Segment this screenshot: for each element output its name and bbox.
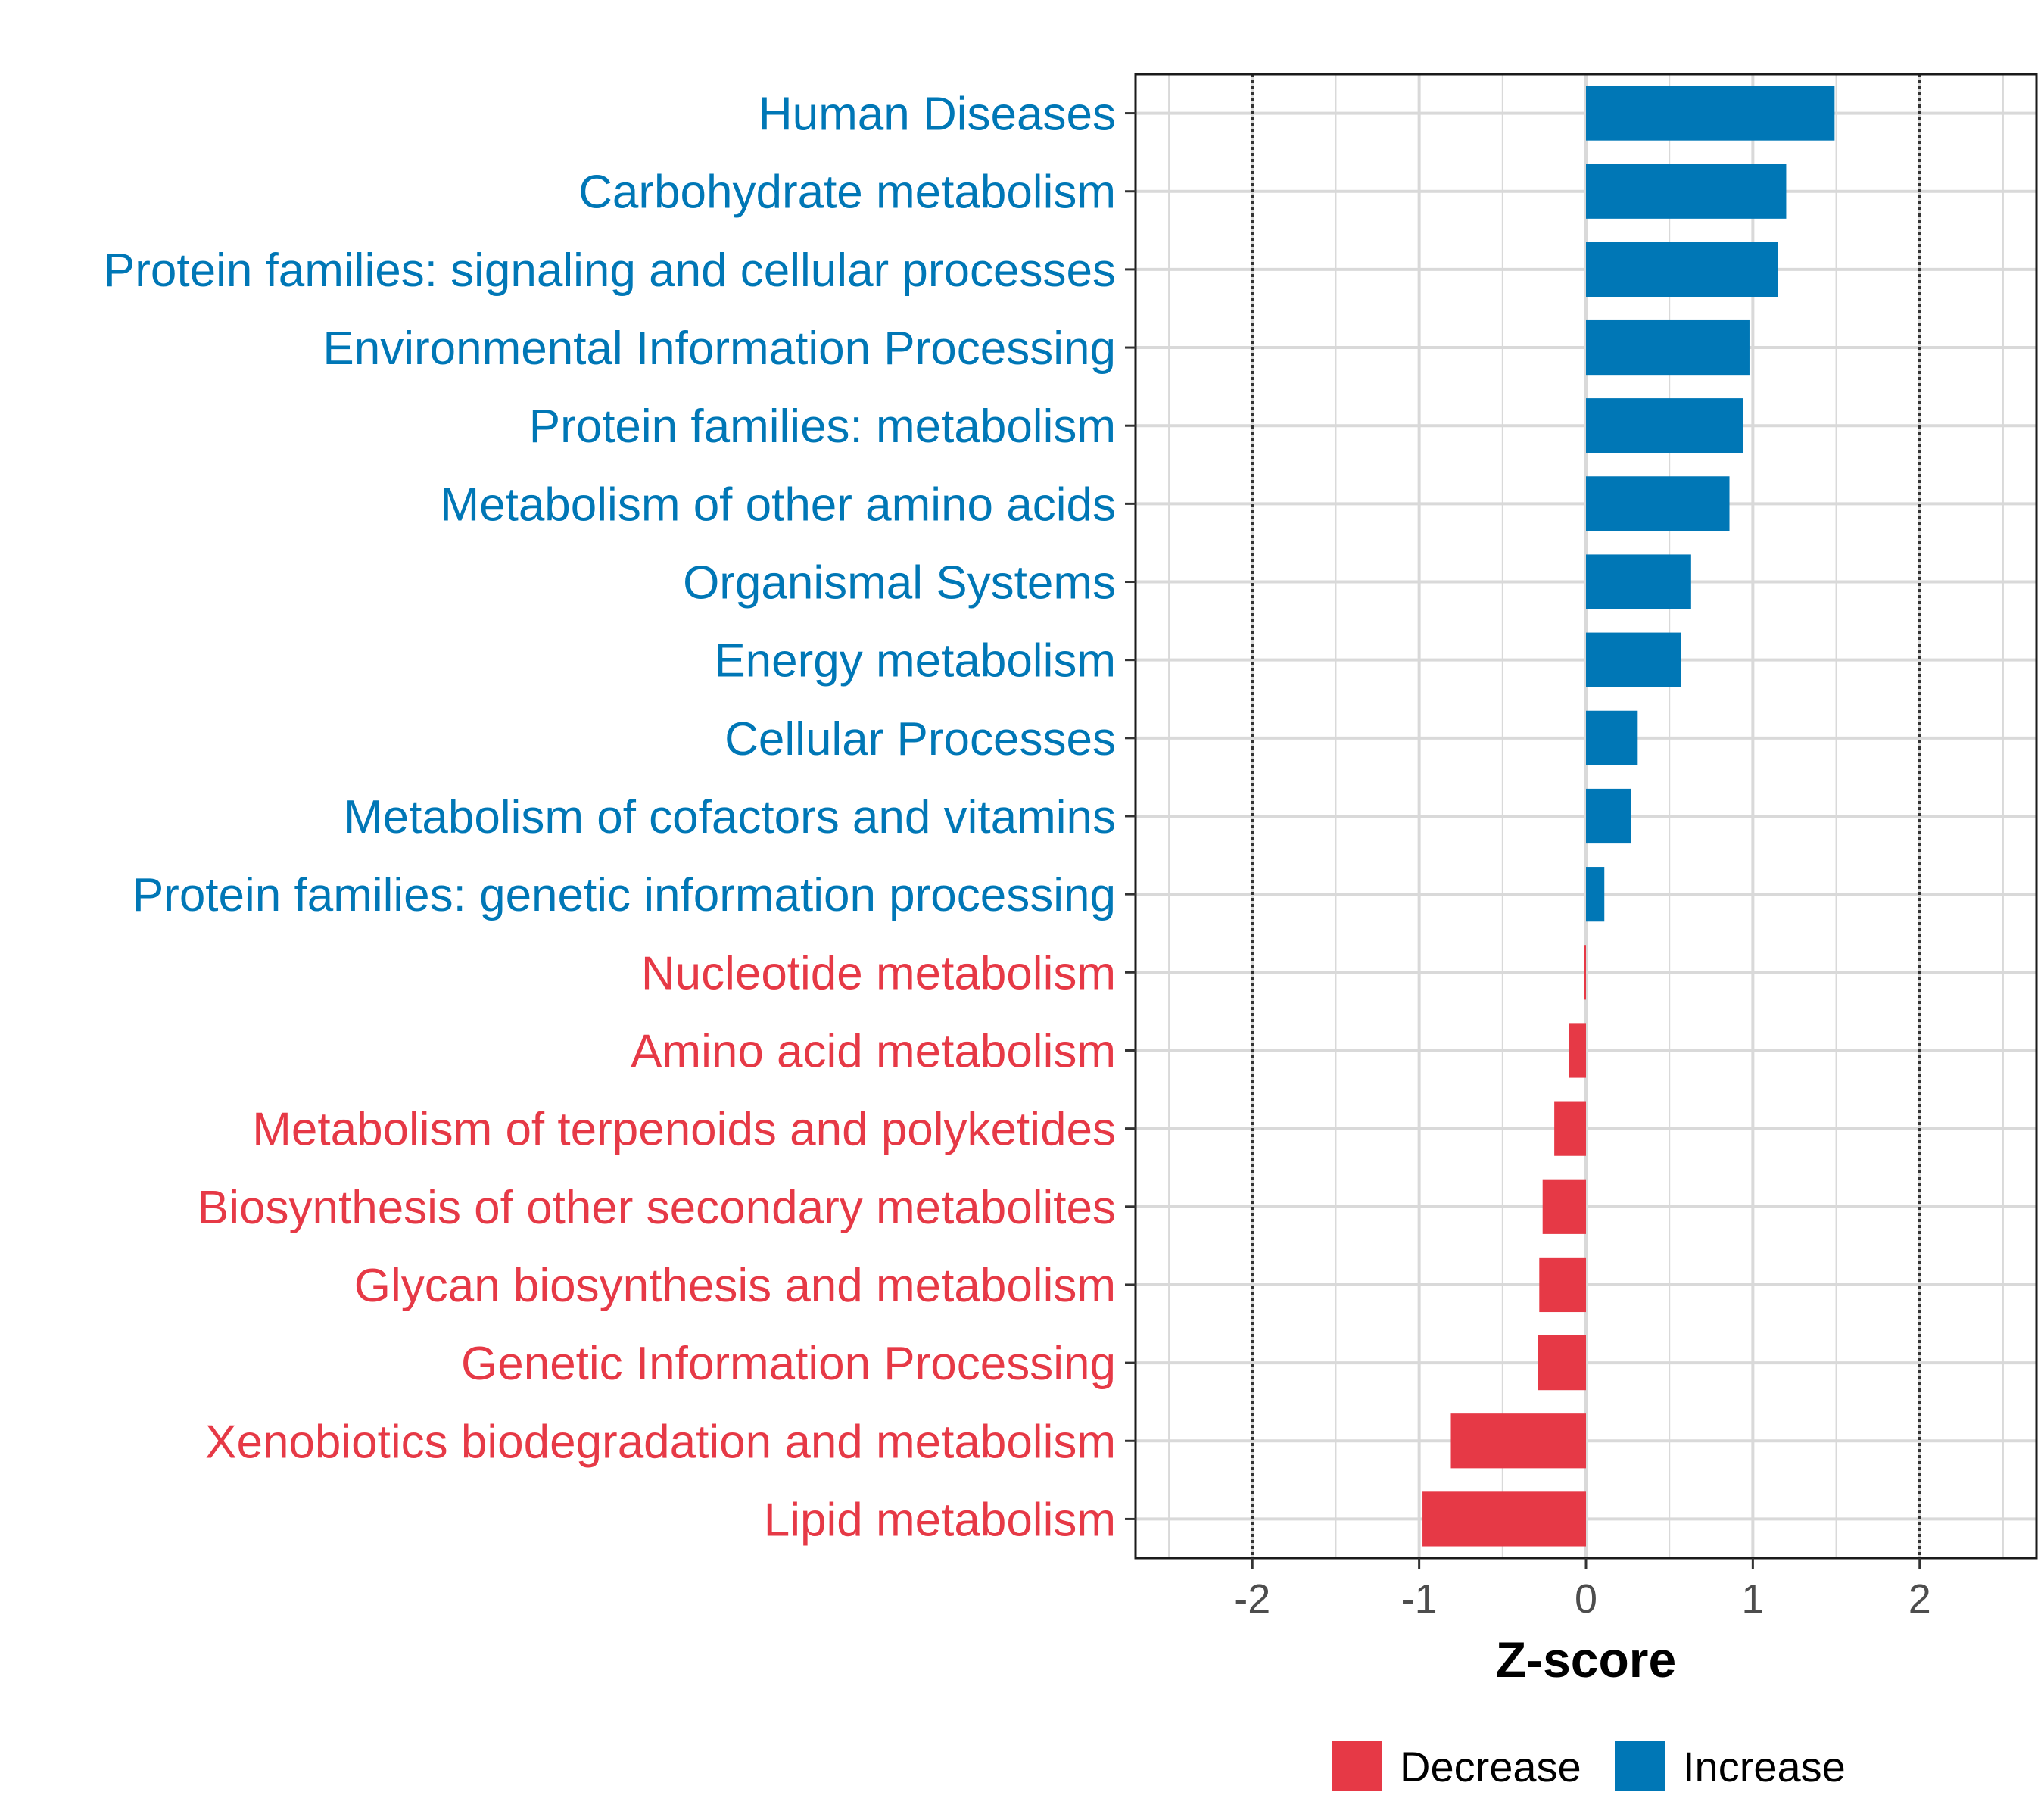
bar-metabolism-of-other-amino-acids: [1586, 476, 1730, 531]
bar-amino-acid-metabolism: [1569, 1023, 1586, 1078]
category-label-energy-metabolism: Energy metabolism: [714, 635, 1116, 687]
bar-lipid-metabolism: [1422, 1491, 1586, 1547]
category-label-xenobiotics-biodegradation-and-metabolism: Xenobiotics biodegradation and metabolis…: [205, 1416, 1116, 1468]
category-label-protein-families-genetic-information-processing: Protein families: genetic information pr…: [132, 869, 1116, 921]
bar-carbohydrate-metabolism: [1586, 164, 1787, 219]
x-axis-title: Z-score: [1496, 1632, 1676, 1688]
category-label-cellular-processes: Cellular Processes: [724, 713, 1116, 765]
bar-glycan-biosynthesis-and-metabolism: [1539, 1257, 1586, 1313]
bar-xenobiotics-biodegradation-and-metabolism: [1450, 1413, 1586, 1469]
category-label-genetic-information-processing: Genetic Information Processing: [461, 1338, 1116, 1390]
bar-protein-families-metabolism: [1586, 398, 1743, 453]
category-label-metabolism-of-terpenoids-and-polyketides: Metabolism of terpenoids and polyketides: [252, 1104, 1116, 1156]
legend-swatch-increase: [1615, 1741, 1665, 1791]
bars: [1422, 86, 1835, 1547]
category-label-metabolism-of-other-amino-acids: Metabolism of other amino acids: [440, 478, 1116, 531]
reference-lines: [1251, 74, 1921, 1558]
category-label-carbohydrate-metabolism: Carbohydrate metabolism: [578, 167, 1116, 219]
x-tick-label: 1: [1741, 1576, 1764, 1622]
x-tick-label: -1: [1401, 1576, 1438, 1622]
category-label-environmental-information-processing: Environmental Information Processing: [322, 323, 1116, 375]
category-label-nucleotide-metabolism: Nucleotide metabolism: [641, 947, 1116, 999]
bar-human-diseases: [1586, 86, 1835, 141]
bar-cellular-processes: [1586, 710, 1638, 765]
legend: Decrease Increase: [1332, 1741, 1846, 1791]
bar-nucleotide-metabolism: [1584, 945, 1586, 1000]
bar-protein-families-signaling-and-cellular-processes: [1586, 242, 1778, 297]
category-label-biosynthesis-of-other-secondary-metabolites: Biosynthesis of other secondary metaboli…: [198, 1182, 1116, 1234]
bar-energy-metabolism: [1586, 632, 1681, 687]
legend-label-increase: Increase: [1683, 1743, 1846, 1791]
legend-swatch-decrease: [1332, 1741, 1382, 1791]
bar-organismal-systems: [1586, 554, 1691, 609]
bar-genetic-information-processing: [1538, 1335, 1586, 1391]
bar-metabolism-of-terpenoids-and-polyketides: [1554, 1101, 1586, 1156]
y-axis-ticks: [1125, 112, 1136, 1520]
category-label-human-diseases: Human Diseases: [759, 89, 1116, 141]
x-tick-label: -2: [1234, 1576, 1270, 1622]
legend-label-decrease: Decrease: [1400, 1743, 1581, 1791]
x-tick-label: 0: [1575, 1576, 1597, 1622]
category-label-glycan-biosynthesis-and-metabolism: Glycan biosynthesis and metabolism: [354, 1260, 1116, 1312]
category-label-protein-families-metabolism: Protein families: metabolism: [529, 400, 1116, 453]
category-label-amino-acid-metabolism: Amino acid metabolism: [631, 1025, 1116, 1077]
bar-protein-families-genetic-information-processing: [1586, 867, 1605, 922]
category-label-metabolism-of-cofactors-and-vitamins: Metabolism of cofactors and vitamins: [344, 791, 1116, 843]
bar-environmental-information-processing: [1586, 319, 1750, 376]
bar-biosynthesis-of-other-secondary-metabolites: [1542, 1179, 1586, 1234]
y-axis-labels: Human Diseases Carbohydrate metabolism Pro…: [104, 89, 1116, 1547]
x-axis-ticks: [1251, 1558, 1921, 1569]
bar-metabolism-of-cofactors-and-vitamins: [1586, 788, 1631, 844]
category-label-lipid-metabolism: Lipid metabolism: [764, 1494, 1116, 1546]
category-label-protein-families-signaling-and-cellular-processes: Protein families: signaling and cellular…: [104, 245, 1116, 297]
x-tick-label: 2: [1908, 1576, 1931, 1622]
x-axis-labels: -2 -1 0 1 2: [1234, 1576, 1931, 1622]
category-label-organismal-systems: Organismal Systems: [683, 557, 1116, 609]
